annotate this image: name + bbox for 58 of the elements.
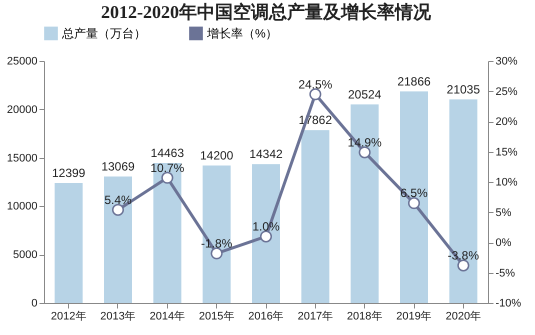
point [210, 247, 223, 260]
y2-tick-label: 5% [496, 206, 512, 219]
point [358, 146, 371, 158]
y2-tick-label: 20% [496, 116, 518, 128]
y-tick-label: 25000 [6, 56, 38, 68]
y2-tick-label: 15% [496, 146, 518, 158]
data-label: 21866 [397, 74, 432, 88]
y2-tick-label: 30% [496, 56, 518, 68]
x-tick-label: 2017年 [298, 310, 334, 322]
data-label: 20524 [348, 87, 382, 102]
x-tick-label: 2016年 [248, 310, 284, 322]
y2-tick-label: -5% [496, 267, 516, 280]
data-label: 21035 [446, 82, 480, 96]
y2-tick-label: 0% [496, 237, 512, 249]
point [260, 230, 272, 242]
data-label: 1.0% [252, 219, 280, 234]
point [161, 172, 174, 184]
legend-label: 总产量（万台） [61, 26, 146, 40]
chart-title: 2012-2020年中国空调总产量及增长率情况 [101, 2, 432, 22]
y-tick-label: 5000 [13, 249, 38, 262]
bar [400, 91, 428, 303]
point [408, 197, 420, 210]
data-label: 24.5% [298, 77, 333, 92]
data-label: 14463 [150, 146, 184, 160]
y2-tick-label: -10% [496, 298, 522, 310]
y2-tick-label: 25% [496, 86, 518, 98]
point [309, 88, 322, 100]
bar [104, 176, 132, 303]
y-tick-label: 0 [31, 298, 38, 310]
x-tick-label: 2018年 [346, 310, 382, 322]
data-label: 14342 [249, 147, 284, 162]
data-label: 6.5% [400, 186, 428, 200]
legend-label: 增长率（%） [206, 26, 278, 40]
data-label: 5.4% [104, 192, 132, 207]
data-label: -1.8% [200, 236, 233, 250]
x-tick-label: 2012年 [50, 310, 86, 322]
bar [449, 99, 478, 303]
y2-tick-label: 10% [496, 176, 518, 188]
x-tick-label: 2015年 [198, 310, 234, 322]
bar [301, 130, 330, 303]
y-tick-label: 15000 [6, 152, 38, 164]
data-label: -3.8% [448, 248, 480, 262]
point [457, 260, 470, 272]
data-label: 14200 [200, 148, 234, 163]
data-label: 13069 [101, 159, 136, 174]
data-label: 10.7% [150, 160, 185, 175]
x-tick-label: 2019年 [396, 310, 432, 322]
bar [252, 164, 280, 303]
data-label: 12399 [52, 166, 86, 180]
y-tick-label: 20000 [6, 104, 38, 116]
data-label: 14.9% [348, 135, 382, 150]
x-tick-label: 2013年 [100, 310, 136, 322]
bar [202, 166, 231, 303]
x-tick-label: 2020年 [446, 310, 482, 322]
y-tick-label: 10000 [6, 200, 38, 213]
bar [54, 182, 83, 303]
x-tick-label: 2014年 [150, 310, 186, 322]
point [112, 204, 124, 216]
